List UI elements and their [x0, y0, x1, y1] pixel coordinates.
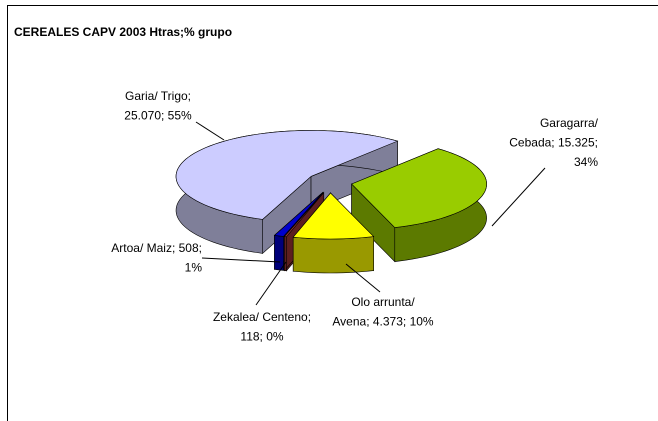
pie: [175, 130, 487, 274]
data-label: 25.070; 55%: [124, 109, 192, 123]
slice-outer-side: [292, 236, 374, 274]
data-label: Zekalea/ Centeno;: [213, 310, 311, 324]
leader-line: [345, 263, 381, 293]
slice-outer-side: [284, 236, 287, 272]
leader-line: [255, 261, 287, 306]
slice-top: [273, 192, 324, 237]
slice: [175, 130, 399, 255]
slice-top: [351, 148, 487, 228]
slice-top: [283, 192, 324, 238]
slice: [351, 148, 487, 263]
data-label: Artoa/ Maiz; 508;: [111, 241, 202, 255]
data-label: Garagarra/: [540, 116, 599, 130]
labels: Garia/ Trigo; 25.070; 55% Garagarra/Cebada…: [111, 89, 598, 344]
data-label: Olo arrunta/: [351, 295, 415, 309]
data-label: 34%: [574, 155, 598, 169]
chart-title: CEREALES CAPV 2003 Htras;% grupo: [14, 25, 232, 39]
data-label: Avena; 4.373; 10%: [332, 315, 434, 329]
leader-line: [491, 167, 546, 227]
slice-outer-side: [274, 235, 284, 271]
data-label: Garia/ Trigo;: [125, 89, 191, 103]
slice: [292, 192, 375, 274]
slice-top: [175, 130, 399, 220]
data-label: 118; 0%: [240, 330, 283, 344]
data-label: 1%: [185, 261, 203, 275]
leader-line: [195, 121, 225, 141]
data-label: Cebada; 15.325;: [509, 136, 598, 150]
leader-line: [201, 257, 281, 263]
slice-top: [292, 192, 375, 240]
